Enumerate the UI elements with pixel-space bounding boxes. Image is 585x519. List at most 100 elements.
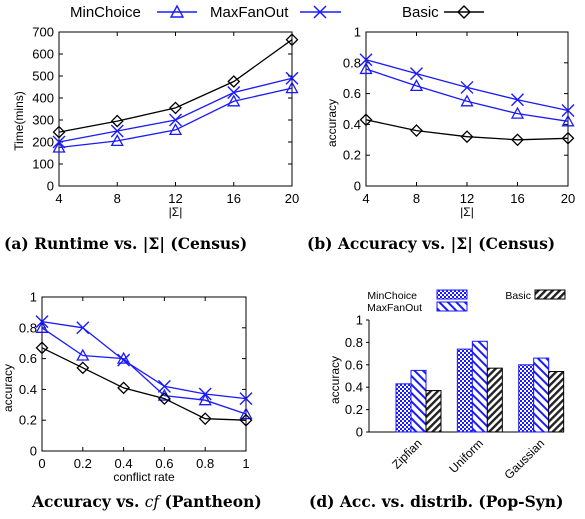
bar-basic [548,371,565,433]
bar-minchoice [456,348,473,433]
data-point-minchoice [76,348,90,361]
data-point-minchoice [110,134,124,147]
x-axis-label: |Σ| [169,205,183,219]
x-tick-label: 12 [168,191,182,206]
y-tick-label: 0.8 [345,335,363,350]
chart-panel-runtime: 0 100 200 300 400 500 600 700 4 8 12 16 20 |Σ| Time(mi… [12,25,299,220]
bar-minchoice [518,364,535,433]
y-tick-label: 0.8 [343,55,361,70]
chart-panel-accuracy-sigma: 0 0.2 0.4 0.6 0.8 1 4 8 12 16 20 |Σ| accuracy [325,25,575,220]
y-tick-label: 0.4 [19,382,37,397]
y-tick-label: 0.6 [19,351,37,366]
data-point-minchoice [285,81,299,94]
y-tick-label: 0.6 [345,357,363,372]
bar-maxfanout [533,357,550,433]
data-point-minchoice [510,106,525,119]
data-point-minchoice [409,79,424,92]
y-axis-label: accuracy [1,364,15,412]
x-tick-label: 20 [285,191,299,206]
series-line-maxfanout [41,320,247,400]
series-line-basic [365,119,569,141]
y-axis-label: Time(mins) [12,91,26,151]
data-point-basic [410,124,423,137]
plot-frame [58,31,293,187]
data-point-minchoice [52,140,66,153]
y-tick-label: 0.8 [19,320,37,335]
series-line-maxfanout [58,77,293,143]
bar-legend-swatch-basic [534,289,566,300]
data-point-maxfanout [460,80,474,94]
data-point-basic [52,125,66,139]
data-point-basic [561,131,575,145]
data-point-maxfanout [198,387,212,401]
plot-frame [41,296,247,452]
legend-marker-basic [444,5,484,19]
bar-basic [425,390,442,433]
legend-label-basic: Basic [402,4,439,21]
data-point-basic [76,361,90,375]
data-point-basic [35,341,49,355]
y-tick-label: 0.2 [343,148,361,163]
data-point-basic [169,101,182,115]
data-point-minchoice [198,393,212,406]
bar-basic [486,367,503,433]
data-point-maxfanout [410,67,423,81]
bar-legend-label-minchoice: MinChoice [367,290,417,302]
y-tick-label: 200 [32,135,54,150]
top-legend: MinChoice MaxFanOut Basic [70,4,484,21]
y-axis-label: accuracy [325,99,339,147]
data-point-maxfanout [157,379,171,393]
x-axis-label: |Σ| [460,205,474,219]
data-point-basic [359,113,373,127]
data-point-maxfanout [511,93,524,107]
bar-legend-swatch-maxfanout [436,301,468,312]
data-point-maxfanout [227,86,241,99]
series-line-minchoice [58,87,293,149]
y-tick-label: 0 [47,179,54,194]
y-tick-label: 1 [356,313,363,328]
bar-legend-label-maxfanout: MaxFanOut [367,302,422,314]
data-point-maxfanout [169,113,182,127]
y-tick-label: 0.2 [19,413,37,428]
y-tick-label: 400 [32,91,54,106]
data-point-maxfanout [52,135,66,149]
bar-maxfanout [410,369,427,433]
bar-minchoice [395,383,412,433]
plot-frame [365,31,569,187]
data-point-minchoice [35,320,49,333]
y-tick-label: 1 [354,25,361,40]
series-line-basic [58,39,293,133]
caption-c-prefix: Accuracy vs. [32,492,145,511]
data-point-maxfanout [76,321,90,335]
data-point-maxfanout [561,104,575,118]
y-tick-label: 0 [356,425,363,440]
legend-marker-maxfanout [300,5,341,19]
x-tick-label: 16 [227,191,241,206]
series-line-basic [41,347,247,421]
y-tick-label: 300 [32,113,54,128]
x-axis-label: conflict rate [113,470,175,484]
x-tick-label: 16 [510,191,524,206]
x-tick-label: 20 [561,191,575,206]
data-point-basic [110,114,124,128]
legend-label-minchoice: MinChoice [70,4,141,21]
x-tick-label: 8 [114,191,121,206]
data-point-maxfanout [239,392,253,406]
x-tick-label: 4 [362,191,369,206]
data-point-basic [117,381,131,395]
caption-a: (a) Runtime vs. |Σ| (Census) [4,234,248,253]
x-tick-label: 0.6 [155,456,173,471]
y-tick-label: 500 [32,69,54,84]
x-tick-label: 4 [55,191,62,206]
data-point-basic [157,392,171,406]
data-point-minchoice [168,123,183,136]
data-point-basic [198,412,212,426]
x-tick-label: 0.2 [74,456,92,471]
data-point-minchoice [561,114,575,127]
data-point-minchoice [227,94,241,107]
series-line-minchoice [41,327,247,415]
caption-d: (d) Acc. vs. distrib. (Pop-Syn) [309,492,564,511]
caption-c-suffix: (Pantheon) [159,492,262,511]
y-tick-label: 700 [32,25,54,40]
series-line-maxfanout [365,59,569,112]
